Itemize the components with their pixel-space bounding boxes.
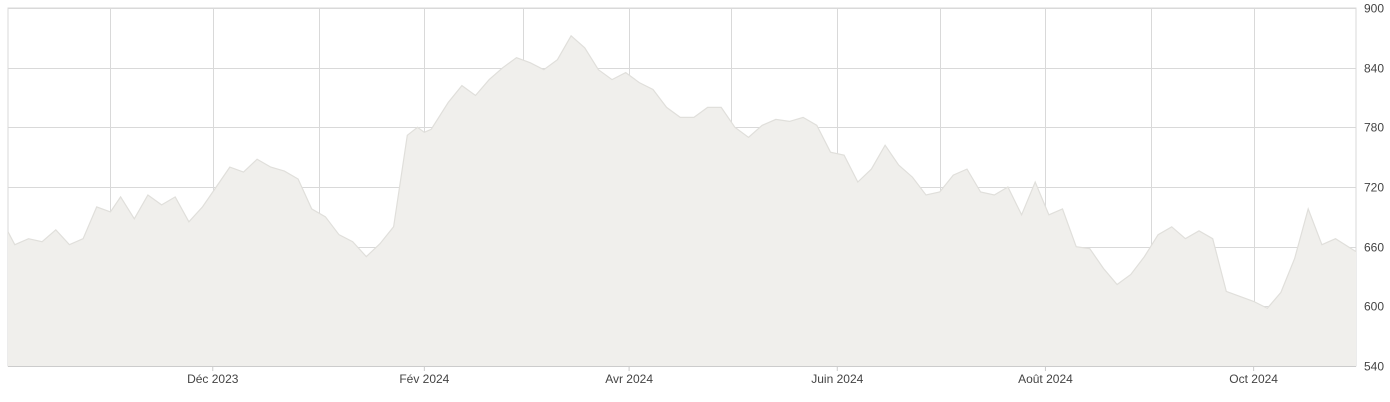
area-layer (7, 34, 1357, 367)
y-tick-label: 600 (1364, 300, 1384, 314)
y-tick-label: 720 (1364, 181, 1384, 195)
y-tick-label: 780 (1364, 121, 1384, 135)
x-tick-label: Avr 2024 (605, 372, 653, 386)
y-tick-label: 900 (1364, 2, 1384, 16)
x-tick-label: Déc 2023 (187, 372, 239, 386)
y-tick-label: 540 (1364, 360, 1384, 374)
x-tick-label: Fév 2024 (399, 372, 449, 386)
x-tick-label: Août 2024 (1018, 372, 1073, 386)
y-tick-label: 840 (1364, 62, 1384, 76)
x-tick-label: Juin 2024 (811, 372, 863, 386)
price-line (7, 34, 1357, 310)
axis-layer: 540 600 660 720 780 840 900 Déc 2023 Fév 2024 Avr… (8, 2, 1384, 386)
y-tick-label: 660 (1364, 241, 1384, 255)
price-area-fill (8, 35, 1356, 367)
x-tick-label: Oct 2024 (1229, 372, 1278, 386)
